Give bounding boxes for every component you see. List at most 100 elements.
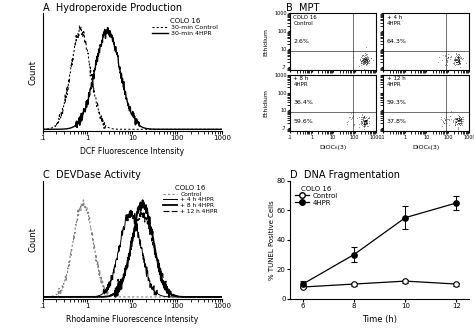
Text: B  MPT: B MPT [286, 3, 319, 13]
Point [362, 52, 369, 58]
Point [439, 119, 447, 124]
Point [361, 118, 368, 124]
Point [458, 119, 465, 124]
Point [358, 55, 365, 60]
Point [455, 60, 463, 65]
Point [360, 120, 367, 125]
Point [455, 52, 463, 58]
Point [451, 116, 459, 121]
Text: + 8 h
4HPR: + 8 h 4HPR [293, 76, 309, 87]
Point [456, 60, 464, 66]
Point [456, 60, 463, 66]
Point [444, 55, 452, 60]
Point [360, 118, 367, 124]
Point [454, 61, 462, 66]
Point [453, 119, 460, 124]
Point [361, 121, 369, 126]
Point [451, 57, 458, 63]
Point [359, 56, 366, 61]
Point [451, 123, 458, 128]
Point [360, 115, 368, 120]
Point [349, 114, 356, 119]
Point [359, 117, 367, 123]
Point [363, 51, 371, 57]
Point [440, 120, 447, 125]
Text: + 12 h
4HPR: + 12 h 4HPR [386, 76, 405, 87]
Point [358, 58, 366, 64]
Point [348, 116, 356, 121]
Point [444, 54, 451, 59]
Point [454, 60, 462, 65]
Point [454, 116, 461, 121]
Point [362, 118, 370, 123]
Point [369, 57, 376, 62]
Point [360, 126, 367, 132]
Point [455, 121, 462, 126]
Point [361, 57, 368, 62]
Point [361, 118, 369, 123]
Point [452, 61, 459, 66]
Point [365, 121, 373, 126]
Point [360, 61, 367, 67]
Point [452, 57, 460, 62]
Point [358, 119, 365, 124]
Y-axis label: Count: Count [28, 60, 37, 85]
Point [456, 58, 463, 63]
Point [360, 121, 367, 126]
Point [357, 120, 365, 125]
Point [452, 119, 459, 124]
Point [456, 61, 464, 66]
Point [361, 58, 368, 64]
Point [454, 119, 461, 124]
Point [457, 117, 465, 123]
Point [450, 117, 458, 122]
Point [455, 57, 463, 62]
Y-axis label: % TUNEL Positive Cells: % TUNEL Positive Cells [269, 200, 275, 280]
Point [454, 55, 462, 60]
Point [359, 123, 366, 128]
Point [360, 113, 367, 118]
Point [362, 57, 370, 63]
Point [454, 54, 462, 60]
Point [361, 118, 369, 123]
Point [451, 57, 459, 62]
Point [456, 118, 464, 123]
Point [361, 119, 368, 124]
Point [455, 56, 462, 62]
Point [452, 120, 459, 125]
Point [454, 118, 462, 123]
Point [454, 119, 462, 124]
Point [439, 52, 447, 58]
Point [455, 54, 462, 59]
Point [359, 118, 367, 124]
Point [357, 61, 365, 66]
Point [455, 116, 462, 121]
Point [455, 58, 463, 64]
Point [362, 118, 369, 123]
Point [452, 58, 460, 63]
Point [455, 118, 463, 123]
Point [359, 60, 367, 65]
Point [456, 54, 463, 60]
Point [457, 121, 465, 126]
Point [451, 57, 458, 62]
Point [456, 61, 463, 66]
Point [454, 61, 461, 66]
Point [456, 56, 463, 62]
Point [358, 122, 365, 127]
Point [456, 59, 463, 64]
Point [362, 51, 369, 56]
Point [364, 119, 371, 124]
Point [360, 55, 367, 61]
Point [361, 60, 369, 65]
Point [443, 56, 450, 61]
Point [365, 59, 373, 64]
Point [460, 115, 467, 120]
Point [361, 54, 368, 60]
Point [364, 120, 371, 125]
Point [358, 57, 366, 62]
Point [362, 123, 369, 128]
Point [364, 56, 372, 62]
Point [358, 119, 366, 124]
Point [358, 112, 365, 117]
